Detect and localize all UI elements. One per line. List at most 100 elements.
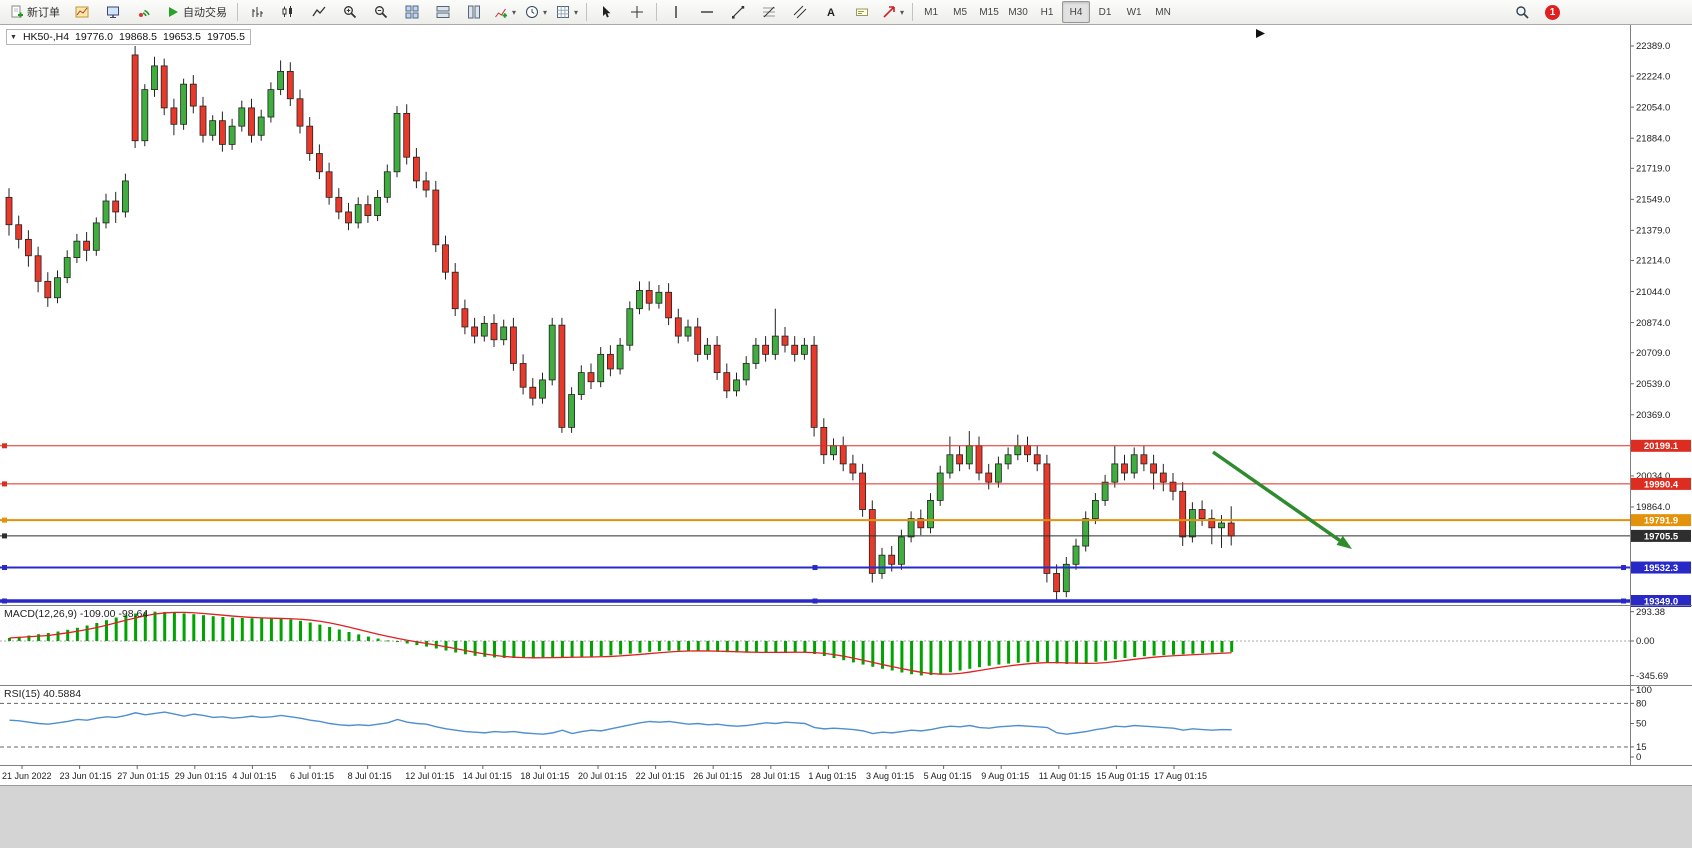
price-badge-label: 19990.4: [1644, 479, 1679, 490]
tile-horizontal-button[interactable]: [428, 1, 458, 23]
line-handle[interactable]: [2, 443, 7, 449]
candle-body: [791, 344, 799, 355]
line-handle[interactable]: [812, 598, 818, 604]
time-label: 5 Aug 01:15: [924, 771, 972, 781]
new-chart-button[interactable]: [67, 1, 97, 23]
zoom-in-button[interactable]: [335, 1, 365, 23]
macd-signal-line: [9, 611, 1232, 675]
templates-button[interactable]: ▾: [552, 1, 582, 23]
horizontal-line-object[interactable]: 19532.3: [0, 561, 1691, 574]
candle-body: [674, 317, 682, 337]
indicators-button[interactable]: ▾: [490, 1, 520, 23]
timeframe-m15-button[interactable]: M15: [979, 6, 999, 18]
horizontal-line-tool-button[interactable]: [692, 1, 722, 23]
candle-body: [1140, 454, 1148, 465]
candlestick-chart-button[interactable]: [273, 1, 303, 23]
text-icon: A: [827, 7, 835, 19]
candle: [1072, 538, 1080, 570]
candle-body: [354, 204, 362, 224]
timeframe-h4-button[interactable]: H4: [1062, 1, 1091, 23]
notification-badge[interactable]: 1: [1545, 4, 1560, 20]
chart-canvas[interactable]: 22389.0 22224.0 22054.0 21884.0 21719.0 21549…: [0, 25, 1692, 785]
line-handle[interactable]: [2, 565, 7, 571]
chart-info-box[interactable]: ▼ HK50-,H4 19776.0 19868.5 19653.5 19705…: [6, 29, 251, 45]
candle-body: [548, 324, 556, 381]
fibonacci-tool-button[interactable]: [754, 1, 784, 23]
text-tool-button[interactable]: A: [816, 1, 846, 23]
arrows-tool-button[interactable]: ▾: [878, 1, 908, 23]
candle: [480, 316, 488, 342]
candle-body: [927, 500, 934, 529]
channel-tool-button[interactable]: [785, 1, 815, 23]
horizontal-line-object[interactable]: 20199.1: [0, 439, 1691, 452]
candle-body: [956, 454, 963, 465]
periods-button[interactable]: ▾: [521, 1, 551, 23]
line-handle[interactable]: [2, 481, 7, 487]
price-tick-label: 20709.0: [1636, 348, 1670, 359]
candle: [1062, 557, 1070, 598]
timeframe-w1-button[interactable]: W1: [1126, 6, 1142, 18]
timeframe-m5-button[interactable]: M5: [953, 6, 968, 18]
crosshair-tool-button[interactable]: [622, 1, 652, 23]
horizontal-line-object[interactable]: 19705.5: [0, 529, 1691, 542]
line-handle[interactable]: [1621, 598, 1626, 604]
timeframe-d1-button[interactable]: D1: [1098, 6, 1112, 18]
cursor-tool-button[interactable]: [591, 1, 621, 23]
horizontal-line-object[interactable]: 19349.0: [0, 595, 1691, 607]
search-button[interactable]: [1507, 1, 1537, 23]
autotrading-button[interactable]: 自动交易: [160, 1, 233, 23]
macd-bar: [1065, 641, 1069, 664]
trendline-tool-button[interactable]: [723, 1, 753, 23]
line-handle[interactable]: [812, 565, 818, 571]
macd-bar: [939, 641, 943, 674]
line-handle[interactable]: [2, 517, 7, 523]
timeframe-mn-button[interactable]: MN: [1155, 6, 1171, 18]
macd-bar: [473, 641, 477, 656]
candle: [383, 164, 391, 203]
candle-body: [34, 255, 42, 282]
one-click-collapse-icon[interactable]: ▼: [10, 33, 17, 41]
macd-bar: [687, 641, 690, 651]
horizontal-line-object[interactable]: 19990.4: [0, 477, 1691, 490]
macd-bar: [706, 641, 710, 652]
macd-bar: [493, 641, 496, 658]
macd-bar: [657, 641, 661, 652]
tile-vertical-button[interactable]: [459, 1, 489, 23]
candle: [1053, 564, 1060, 601]
line-handle[interactable]: [2, 598, 7, 604]
new-order-button[interactable]: 新订单: [4, 1, 66, 23]
macd-bar: [1220, 641, 1224, 653]
candle-body: [1111, 463, 1119, 483]
line-chart-button[interactable]: [304, 1, 334, 23]
text-label-tool-button[interactable]: [847, 1, 877, 23]
line-handle[interactable]: [2, 533, 7, 539]
macd-bar: [192, 614, 196, 641]
zoom-out-button[interactable]: [366, 1, 396, 23]
signals-button[interactable]: [129, 1, 159, 23]
macd-bar: [337, 629, 341, 641]
macd-bar: [919, 641, 923, 676]
timeframe-h1-button[interactable]: H1: [1040, 6, 1054, 18]
profiles-button[interactable]: [98, 1, 128, 23]
vertical-line-tool-button[interactable]: [661, 1, 691, 23]
tile-windows-button[interactable]: [397, 1, 427, 23]
candle-body: [713, 344, 721, 374]
toolbar-separator: [586, 3, 588, 21]
chart-shift-marker[interactable]: [1256, 29, 1265, 38]
candle: [1111, 445, 1119, 488]
timeframe-m1-button[interactable]: M1: [924, 6, 939, 18]
horizontal-line-object[interactable]: 19791.9: [0, 514, 1691, 527]
candle-body: [83, 240, 90, 251]
trend-arrow-line[interactable]: [1211, 450, 1341, 542]
line-handle[interactable]: [1621, 565, 1626, 571]
timeframe-m30-button[interactable]: M30: [1008, 6, 1028, 18]
candle-body: [442, 244, 449, 273]
candle-body: [277, 70, 285, 91]
trend-arrow-object[interactable]: [1211, 450, 1352, 549]
bar-chart-button[interactable]: [242, 1, 272, 23]
macd-bar: [900, 641, 904, 673]
price-tick-label: 21214.0: [1636, 256, 1670, 267]
macd-bar: [861, 641, 865, 665]
candle: [529, 378, 537, 406]
candle-body: [1121, 463, 1128, 474]
